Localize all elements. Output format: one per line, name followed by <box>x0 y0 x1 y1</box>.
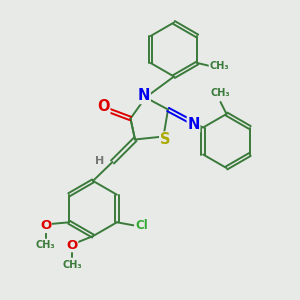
Text: N: N <box>138 88 150 104</box>
Text: Cl: Cl <box>135 219 148 232</box>
Text: O: O <box>40 219 51 232</box>
Text: CH₃: CH₃ <box>36 240 56 250</box>
Text: N: N <box>187 117 200 132</box>
Text: O: O <box>66 238 78 252</box>
Text: CH₃: CH₃ <box>209 61 229 71</box>
Text: H: H <box>95 155 104 166</box>
Text: CH₃: CH₃ <box>62 260 82 270</box>
Text: CH₃: CH₃ <box>210 88 230 98</box>
Text: O: O <box>97 99 110 114</box>
Text: S: S <box>160 132 170 147</box>
